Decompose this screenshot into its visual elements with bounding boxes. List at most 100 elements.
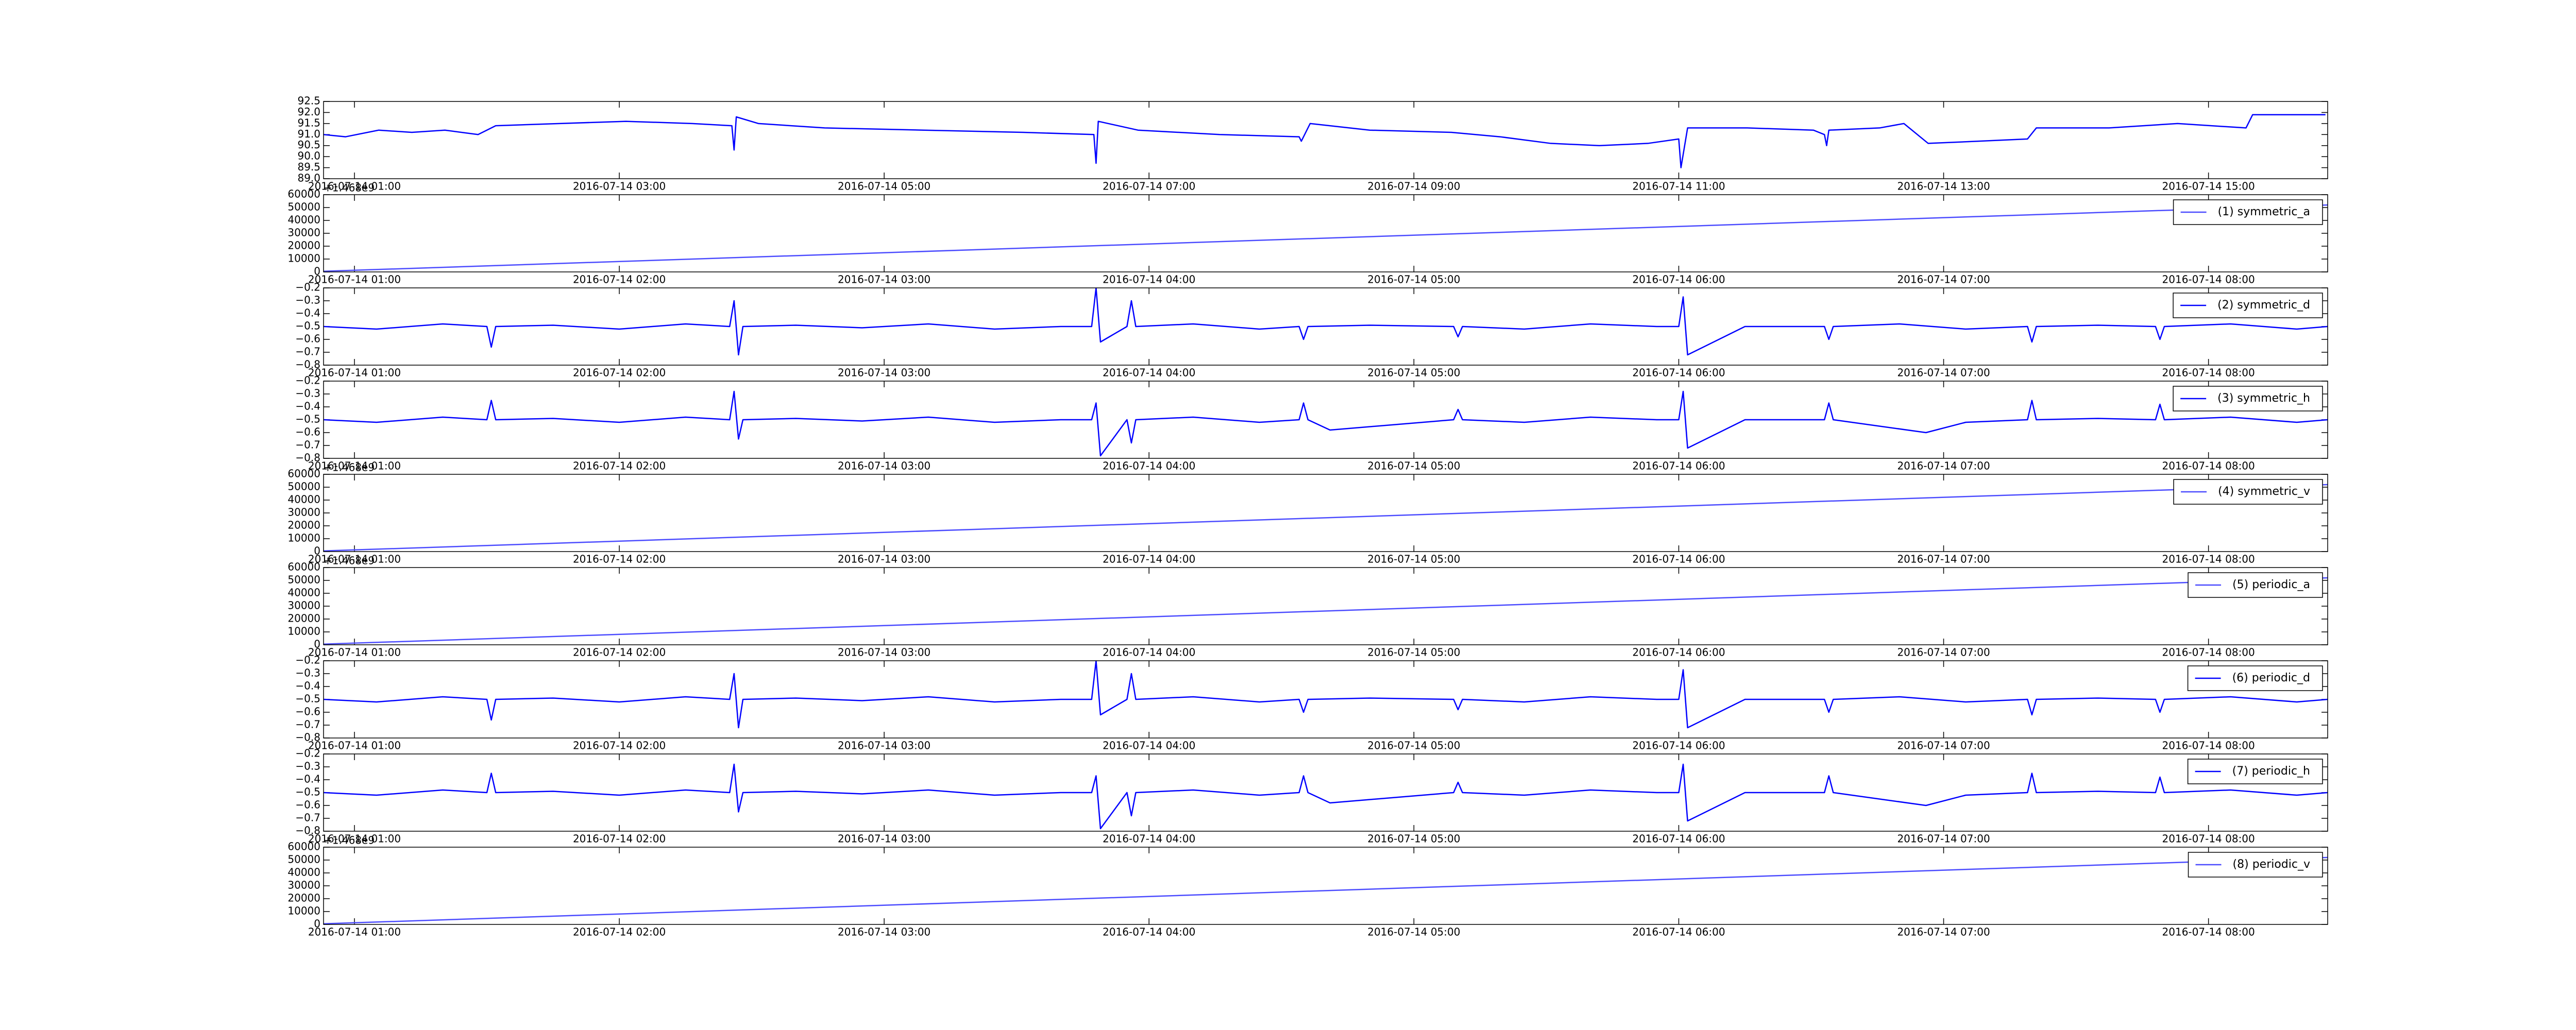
y-tick-label: −0.3 [295, 387, 320, 400]
offset-text: +1.468e9 [324, 461, 375, 474]
y-tick-label: 92.0 [297, 106, 320, 118]
y-tick-label: 60000 [287, 468, 320, 480]
x-tick-label: 2016-07-14 03:00 [838, 553, 930, 565]
legend: (1) symmetric_a [2173, 199, 2323, 225]
legend: (6) periodic_d [2187, 665, 2323, 691]
x-tick-label: 2016-07-14 03:00 [573, 180, 666, 193]
axes-frame [323, 287, 2328, 366]
x-tick-label: 2016-07-14 08:00 [2162, 273, 2255, 286]
y-tick-label: 10000 [287, 625, 320, 638]
x-tick-label: 2016-07-14 05:00 [1367, 833, 1460, 845]
x-tick-label: 2016-07-14 07:00 [1897, 460, 1990, 472]
legend: (3) symmetric_h [2173, 386, 2323, 411]
y-tick-label: −0.7 [295, 812, 320, 824]
legend: (8) periodic_v [2188, 852, 2323, 878]
x-tick-label: 2016-07-14 04:00 [1103, 740, 1195, 752]
axes-background [324, 101, 2328, 179]
y-tick-label: −0.8 [295, 452, 320, 464]
legend: (2) symmetric_d [2173, 293, 2323, 318]
y-tick-label: 60000 [287, 561, 320, 573]
series-line [324, 204, 2328, 272]
x-tick-label: 2016-07-14 01:00 [308, 367, 401, 379]
axes-background [324, 474, 2328, 552]
axes-background [324, 847, 2328, 924]
legend-label: (5) periodic_a [2232, 578, 2310, 591]
x-tick-label: 2016-07-14 13:00 [1897, 180, 1990, 193]
x-tick-label: 2016-07-14 08:00 [2162, 553, 2255, 565]
x-tick-label: 2016-07-14 03:00 [838, 460, 930, 472]
x-tick-label: 2016-07-14 02:00 [573, 926, 666, 938]
axes-frame [323, 474, 2328, 552]
y-tick-label: 10000 [287, 905, 320, 917]
y-tick-label: 30000 [287, 506, 320, 519]
x-tick-label: 2016-07-14 03:00 [838, 833, 930, 845]
x-tick-label: 2016-07-14 08:00 [2162, 833, 2255, 845]
legend: (4) symmetric_v [2173, 479, 2323, 505]
x-tick-label: 2016-07-14 05:00 [1367, 273, 1460, 286]
x-tick-label: 2016-07-14 03:00 [838, 740, 930, 752]
axes-background [324, 568, 2328, 645]
axes-background [324, 195, 2328, 272]
y-tick-label: −0.8 [295, 358, 320, 371]
x-tick-label: 2016-07-14 05:00 [1367, 460, 1460, 472]
y-tick-label: −0.7 [295, 718, 320, 731]
x-tick-label: 2016-07-14 05:00 [1367, 553, 1460, 565]
x-tick-label: 2016-07-14 02:00 [573, 460, 666, 472]
x-tick-label: 2016-07-14 06:00 [1632, 740, 1725, 752]
x-tick-label: 2016-07-14 01:00 [308, 180, 401, 193]
legend-label: (1) symmetric_a [2218, 205, 2310, 218]
y-tick-label: 10000 [287, 532, 320, 544]
x-tick-label: 2016-07-14 06:00 [1632, 833, 1725, 845]
offset-text: +1.468e9 [324, 834, 375, 847]
y-tick-label: 0 [314, 265, 320, 278]
series-line [324, 856, 2328, 924]
y-tick-label: −0.4 [295, 307, 320, 319]
x-tick-label: 2016-07-14 08:00 [2162, 646, 2255, 659]
y-tick-label: 10000 [287, 252, 320, 265]
y-tick-label: −0.3 [295, 667, 320, 679]
x-tick-label: 2016-07-14 05:00 [1367, 926, 1460, 938]
y-tick-label: −0.5 [295, 413, 320, 425]
x-tick-label: 2016-07-14 05:00 [1367, 646, 1460, 659]
x-tick-label: 2016-07-14 07:00 [1897, 740, 1990, 752]
y-tick-label: 89.0 [297, 172, 320, 184]
x-tick-label: 2016-07-14 07:00 [1897, 367, 1990, 379]
x-tick-label: 2016-07-14 08:00 [2162, 367, 2255, 379]
x-tick-label: 2016-07-14 06:00 [1632, 367, 1725, 379]
offset-text: +1.468e9 [324, 555, 375, 567]
x-tick-label: 2016-07-14 03:00 [838, 646, 930, 659]
x-tick-label: 2016-07-14 07:00 [1897, 926, 1990, 938]
x-tick-label: 2016-07-14 07:00 [1103, 180, 1195, 193]
axes-frame [323, 194, 2328, 272]
legend-label: (3) symmetric_h [2217, 392, 2310, 405]
legend-label: (7) periodic_h [2232, 765, 2310, 778]
x-tick-label: 2016-07-14 07:00 [1897, 273, 1990, 286]
y-tick-label: −0.2 [295, 281, 320, 294]
x-tick-label: 2016-07-14 04:00 [1103, 646, 1195, 659]
x-tick-label: 2016-07-14 01:00 [308, 273, 401, 286]
x-tick-label: 2016-07-14 08:00 [2162, 740, 2255, 752]
x-tick-label: 2016-07-14 15:00 [2162, 180, 2255, 193]
y-tick-label: 50000 [287, 480, 320, 493]
series-line [324, 114, 2326, 168]
x-tick-label: 2016-07-14 02:00 [573, 646, 666, 659]
y-tick-label: −0.8 [295, 731, 320, 744]
y-tick-label: −0.6 [295, 706, 320, 718]
y-tick-label: −0.2 [295, 747, 320, 760]
x-tick-label: 2016-07-14 03:00 [838, 367, 930, 379]
x-tick-label: 2016-07-14 01:00 [308, 833, 401, 845]
y-tick-label: 40000 [287, 493, 320, 506]
y-tick-label: −0.4 [295, 680, 320, 692]
x-tick-label: 2016-07-14 07:00 [1897, 833, 1990, 845]
x-tick-label: 2016-07-14 03:00 [838, 273, 930, 286]
x-tick-label: 2016-07-14 05:00 [838, 180, 930, 193]
y-tick-label: 50000 [287, 201, 320, 213]
legend-label: (6) periodic_d [2232, 672, 2310, 684]
x-tick-label: 2016-07-14 04:00 [1103, 553, 1195, 565]
y-tick-label: 90.5 [297, 139, 320, 151]
x-tick-label: 2016-07-14 01:00 [308, 553, 401, 565]
y-tick-label: 0 [314, 918, 320, 930]
y-tick-label: 30000 [287, 227, 320, 239]
